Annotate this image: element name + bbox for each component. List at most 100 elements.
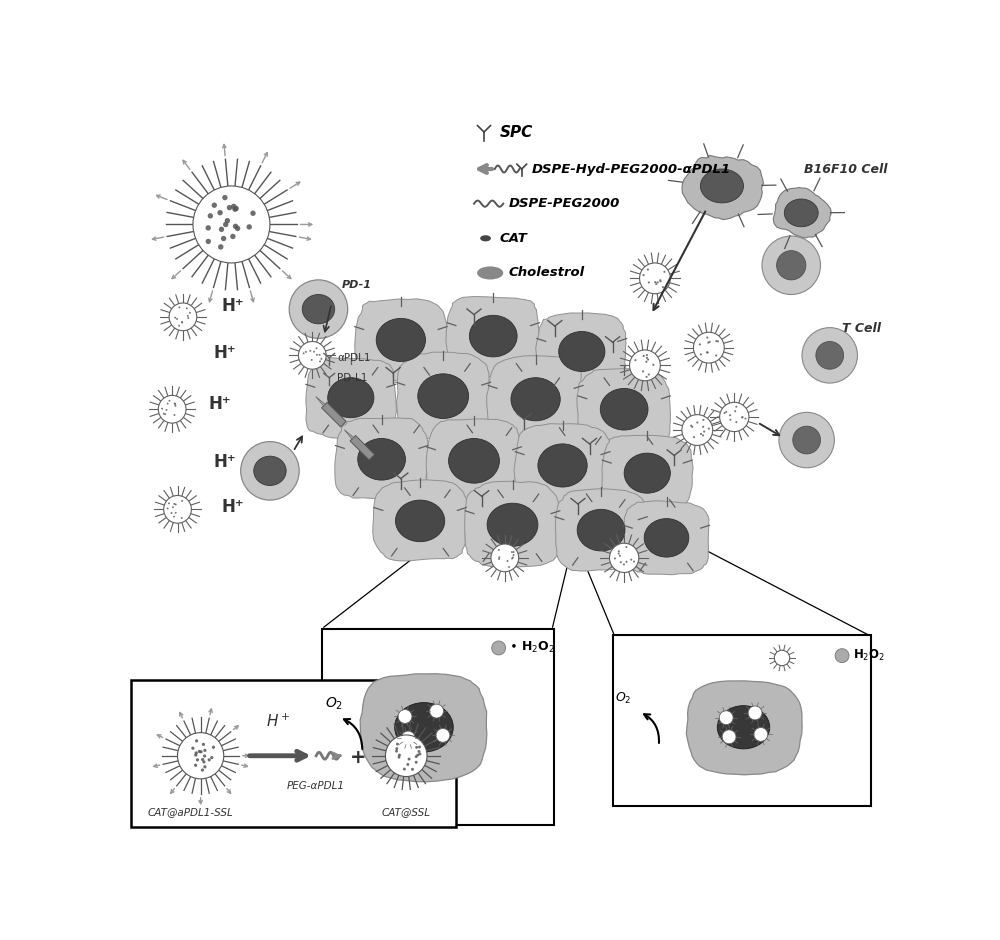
Polygon shape (555, 489, 647, 571)
Circle shape (172, 507, 174, 509)
Ellipse shape (358, 438, 405, 480)
Circle shape (507, 560, 508, 562)
Circle shape (231, 204, 236, 209)
Circle shape (513, 551, 515, 553)
Ellipse shape (328, 378, 374, 417)
Ellipse shape (449, 438, 499, 483)
Circle shape (408, 758, 411, 760)
Circle shape (643, 355, 645, 357)
Circle shape (202, 743, 205, 746)
Circle shape (174, 405, 176, 407)
Circle shape (436, 728, 450, 743)
Circle shape (178, 732, 224, 779)
Circle shape (415, 755, 418, 758)
Polygon shape (773, 188, 831, 238)
Circle shape (222, 195, 228, 200)
Text: CAT@SSL: CAT@SSL (382, 807, 431, 817)
Circle shape (167, 402, 169, 404)
Text: B16F10 Cell: B16F10 Cell (804, 163, 887, 176)
Circle shape (206, 226, 211, 230)
Text: DSPE-Hyd-PEG2000-αPDL1: DSPE-Hyd-PEG2000-αPDL1 (532, 163, 731, 176)
Circle shape (777, 251, 806, 280)
Circle shape (646, 354, 648, 356)
Circle shape (203, 765, 206, 769)
Circle shape (720, 402, 749, 431)
Circle shape (802, 328, 857, 384)
Circle shape (319, 353, 320, 355)
Circle shape (708, 428, 710, 430)
Circle shape (735, 421, 737, 423)
Circle shape (702, 419, 705, 421)
Circle shape (513, 554, 515, 556)
Circle shape (161, 408, 163, 410)
Circle shape (511, 557, 513, 559)
Polygon shape (577, 368, 670, 450)
Circle shape (700, 432, 702, 435)
Circle shape (187, 317, 189, 319)
Ellipse shape (469, 315, 517, 357)
Ellipse shape (477, 266, 503, 279)
Circle shape (212, 202, 217, 208)
Ellipse shape (254, 456, 286, 485)
Circle shape (663, 271, 666, 273)
Circle shape (208, 213, 213, 218)
Circle shape (311, 359, 313, 361)
Ellipse shape (302, 294, 335, 323)
Circle shape (715, 354, 717, 356)
Circle shape (623, 563, 625, 566)
Text: H⁺: H⁺ (208, 395, 231, 414)
Circle shape (618, 550, 620, 553)
Circle shape (223, 222, 228, 227)
Circle shape (195, 739, 198, 743)
Circle shape (173, 503, 175, 505)
Circle shape (235, 226, 240, 231)
Circle shape (657, 281, 659, 284)
Circle shape (241, 442, 299, 500)
Ellipse shape (644, 519, 689, 557)
Text: $\bullet$ H$_2$O$_2$: $\bullet$ H$_2$O$_2$ (509, 640, 555, 655)
Circle shape (816, 341, 844, 369)
Circle shape (201, 769, 204, 772)
Circle shape (250, 211, 256, 216)
Text: $O_2$: $O_2$ (615, 691, 631, 706)
Circle shape (642, 274, 645, 276)
Circle shape (498, 558, 500, 560)
Circle shape (748, 706, 762, 720)
Ellipse shape (624, 453, 670, 494)
Text: H⁺: H⁺ (214, 344, 236, 362)
Text: H⁺: H⁺ (221, 497, 244, 516)
Circle shape (614, 557, 616, 559)
Circle shape (403, 768, 406, 771)
Circle shape (702, 434, 704, 436)
Circle shape (171, 512, 173, 514)
Ellipse shape (376, 319, 425, 362)
Ellipse shape (538, 444, 587, 487)
Circle shape (618, 553, 620, 555)
Circle shape (659, 279, 661, 281)
Circle shape (206, 239, 211, 244)
Circle shape (719, 711, 733, 725)
Circle shape (305, 351, 307, 352)
Ellipse shape (559, 332, 605, 371)
Circle shape (659, 280, 662, 282)
Circle shape (313, 351, 315, 352)
Circle shape (189, 312, 191, 314)
Circle shape (401, 731, 415, 745)
Circle shape (168, 400, 170, 401)
Circle shape (647, 269, 649, 271)
Circle shape (298, 341, 326, 369)
Circle shape (175, 504, 177, 506)
Circle shape (725, 411, 727, 413)
Text: CAT: CAT (499, 232, 527, 244)
Ellipse shape (480, 235, 491, 242)
Circle shape (648, 373, 650, 376)
Circle shape (707, 352, 709, 353)
Text: DSPE-PEG2000: DSPE-PEG2000 (509, 197, 620, 211)
Circle shape (212, 745, 215, 749)
Text: SPC: SPC (499, 124, 533, 139)
Circle shape (633, 560, 635, 562)
Circle shape (178, 306, 180, 308)
Circle shape (199, 750, 203, 754)
Circle shape (169, 303, 197, 331)
Circle shape (210, 756, 213, 760)
